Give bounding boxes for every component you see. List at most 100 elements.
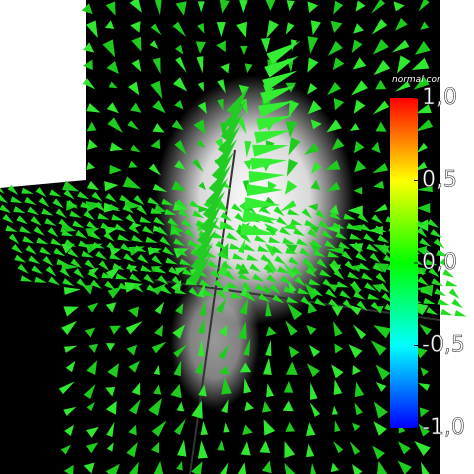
arrow bbox=[211, 151, 235, 181]
plane bbox=[390, 0, 440, 70]
arrow bbox=[86, 121, 97, 132]
arrow bbox=[128, 306, 140, 318]
arrow bbox=[176, 401, 185, 412]
arrow bbox=[86, 20, 98, 39]
arrow bbox=[83, 462, 95, 474]
arrow bbox=[307, 57, 319, 73]
arrow bbox=[100, 222, 113, 231]
arrow bbox=[157, 275, 169, 285]
arrow bbox=[199, 299, 206, 316]
arrow bbox=[249, 263, 262, 273]
arrow bbox=[197, 1, 205, 13]
arrow bbox=[197, 22, 205, 34]
arrow bbox=[105, 302, 117, 313]
arrow bbox=[244, 140, 252, 158]
arrow bbox=[106, 102, 119, 114]
arrow bbox=[252, 273, 265, 282]
arrow bbox=[240, 45, 248, 56]
arrow bbox=[327, 251, 340, 258]
arrow bbox=[151, 420, 167, 437]
arrow bbox=[90, 279, 102, 290]
arrow bbox=[367, 293, 380, 300]
arrow bbox=[63, 286, 82, 295]
arrow bbox=[117, 234, 130, 241]
arrow bbox=[332, 222, 345, 229]
arrow bbox=[114, 223, 127, 232]
arrow bbox=[20, 275, 33, 282]
arrow bbox=[282, 400, 294, 412]
arrow bbox=[81, 250, 94, 258]
arrow bbox=[339, 290, 352, 299]
arrow bbox=[353, 291, 366, 300]
arrow bbox=[126, 441, 138, 458]
arrow bbox=[189, 200, 202, 209]
arrow bbox=[112, 262, 125, 270]
arrow bbox=[358, 262, 371, 271]
arrow bbox=[349, 233, 362, 240]
arrow bbox=[219, 0, 230, 14]
arrow bbox=[153, 216, 166, 226]
arrow bbox=[48, 276, 61, 286]
arrow bbox=[217, 439, 225, 451]
arrow bbox=[104, 280, 116, 291]
arrow bbox=[243, 159, 252, 171]
arrow bbox=[170, 227, 182, 237]
arrow bbox=[24, 196, 37, 205]
arrow bbox=[283, 380, 294, 393]
arrow bbox=[143, 273, 155, 284]
arrow bbox=[242, 424, 253, 436]
arrow bbox=[333, 269, 345, 280]
arrow bbox=[381, 292, 393, 304]
arrow bbox=[128, 81, 140, 96]
arrow bbox=[86, 401, 95, 412]
arrow bbox=[98, 260, 110, 271]
arrow bbox=[306, 422, 316, 436]
arrow bbox=[274, 255, 286, 265]
arrow bbox=[286, 0, 295, 12]
arrow bbox=[430, 229, 443, 238]
arrow bbox=[371, 141, 381, 154]
arrow bbox=[241, 281, 253, 292]
arrow bbox=[86, 103, 101, 113]
arrow bbox=[178, 208, 191, 218]
arrow bbox=[78, 240, 91, 249]
arrow bbox=[347, 271, 360, 280]
arrow bbox=[31, 265, 44, 275]
arrow bbox=[80, 201, 93, 210]
arrow bbox=[329, 211, 342, 221]
arrow bbox=[216, 22, 226, 38]
arrow bbox=[174, 140, 188, 156]
arrow bbox=[122, 176, 142, 189]
arrow bbox=[266, 41, 301, 65]
arrow bbox=[433, 238, 445, 249]
arrow bbox=[325, 160, 341, 171]
arrow bbox=[265, 339, 272, 357]
arrow bbox=[279, 200, 297, 212]
arrow bbox=[34, 276, 47, 283]
arrow bbox=[352, 365, 361, 376]
arrow bbox=[47, 227, 59, 238]
arrow bbox=[181, 218, 194, 228]
arrow bbox=[172, 77, 188, 92]
arrow bbox=[199, 279, 212, 288]
arrow bbox=[350, 264, 361, 273]
arrow bbox=[260, 254, 272, 264]
arrow bbox=[35, 187, 47, 198]
arrow bbox=[356, 300, 368, 311]
arrow bbox=[192, 210, 205, 219]
arrow bbox=[282, 237, 295, 245]
field-glow bbox=[170, 270, 260, 410]
arrow bbox=[264, 284, 272, 295]
arrow bbox=[420, 367, 429, 377]
arrow bbox=[416, 185, 433, 193]
arrow bbox=[151, 341, 167, 354]
arrow bbox=[105, 193, 117, 203]
arrow bbox=[76, 278, 88, 289]
arrow bbox=[322, 278, 334, 289]
arrow bbox=[152, 100, 166, 114]
arrow bbox=[371, 19, 388, 35]
arrow bbox=[262, 400, 272, 413]
arrow bbox=[83, 210, 95, 221]
arrow bbox=[187, 255, 211, 285]
